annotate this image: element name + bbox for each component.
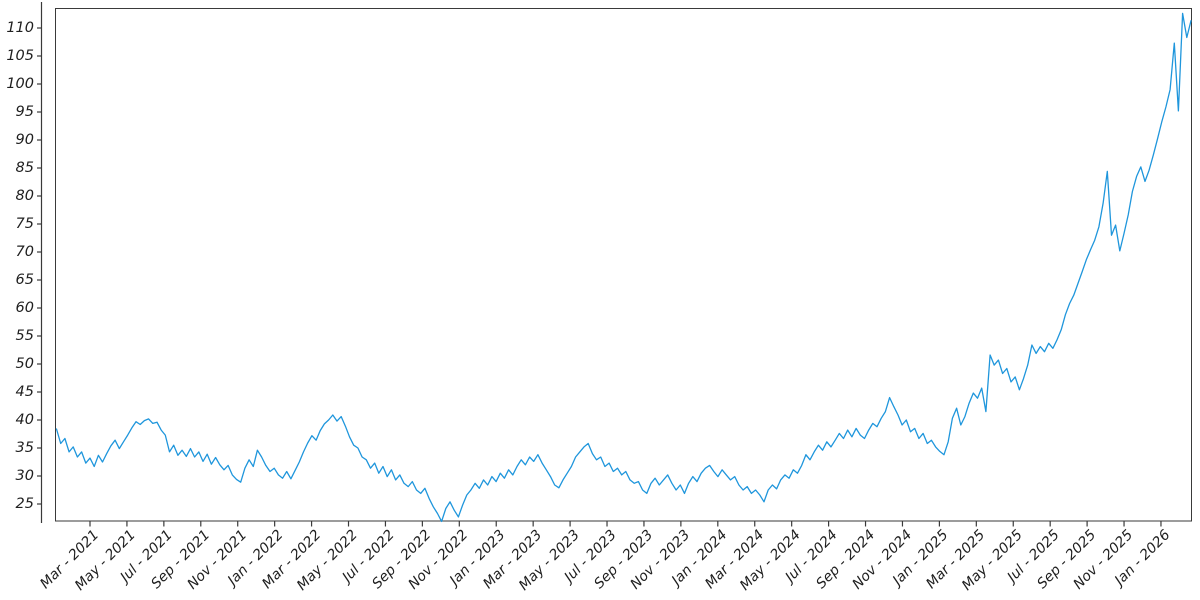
y-tick-label: 105: [6, 48, 34, 64]
y-tick-label: 60: [15, 300, 34, 316]
y-tick-label: 95: [15, 104, 34, 120]
y-tick-label: 75: [15, 216, 34, 232]
y-tick-label: 90: [15, 132, 34, 148]
y-tick-label: 85: [15, 160, 34, 176]
y-tick-label: 50: [15, 356, 34, 372]
y-tick-label: 25: [15, 496, 34, 512]
y-tick-label: 45: [15, 384, 34, 400]
price-line: [55, 12, 1192, 523]
y-tick-label: 55: [15, 328, 34, 344]
y-tick-label: 30: [15, 468, 34, 484]
y-tick-label: 65: [15, 272, 34, 288]
y-tick-label: 35: [15, 440, 34, 456]
y-tick-label: 70: [15, 244, 34, 260]
y-tick-label: 100: [6, 76, 34, 92]
y-tick-label: 80: [15, 188, 34, 204]
y-tick-label: 110: [6, 20, 34, 36]
y-tick-label: 40: [15, 412, 34, 428]
plot-border: [55, 8, 1192, 522]
